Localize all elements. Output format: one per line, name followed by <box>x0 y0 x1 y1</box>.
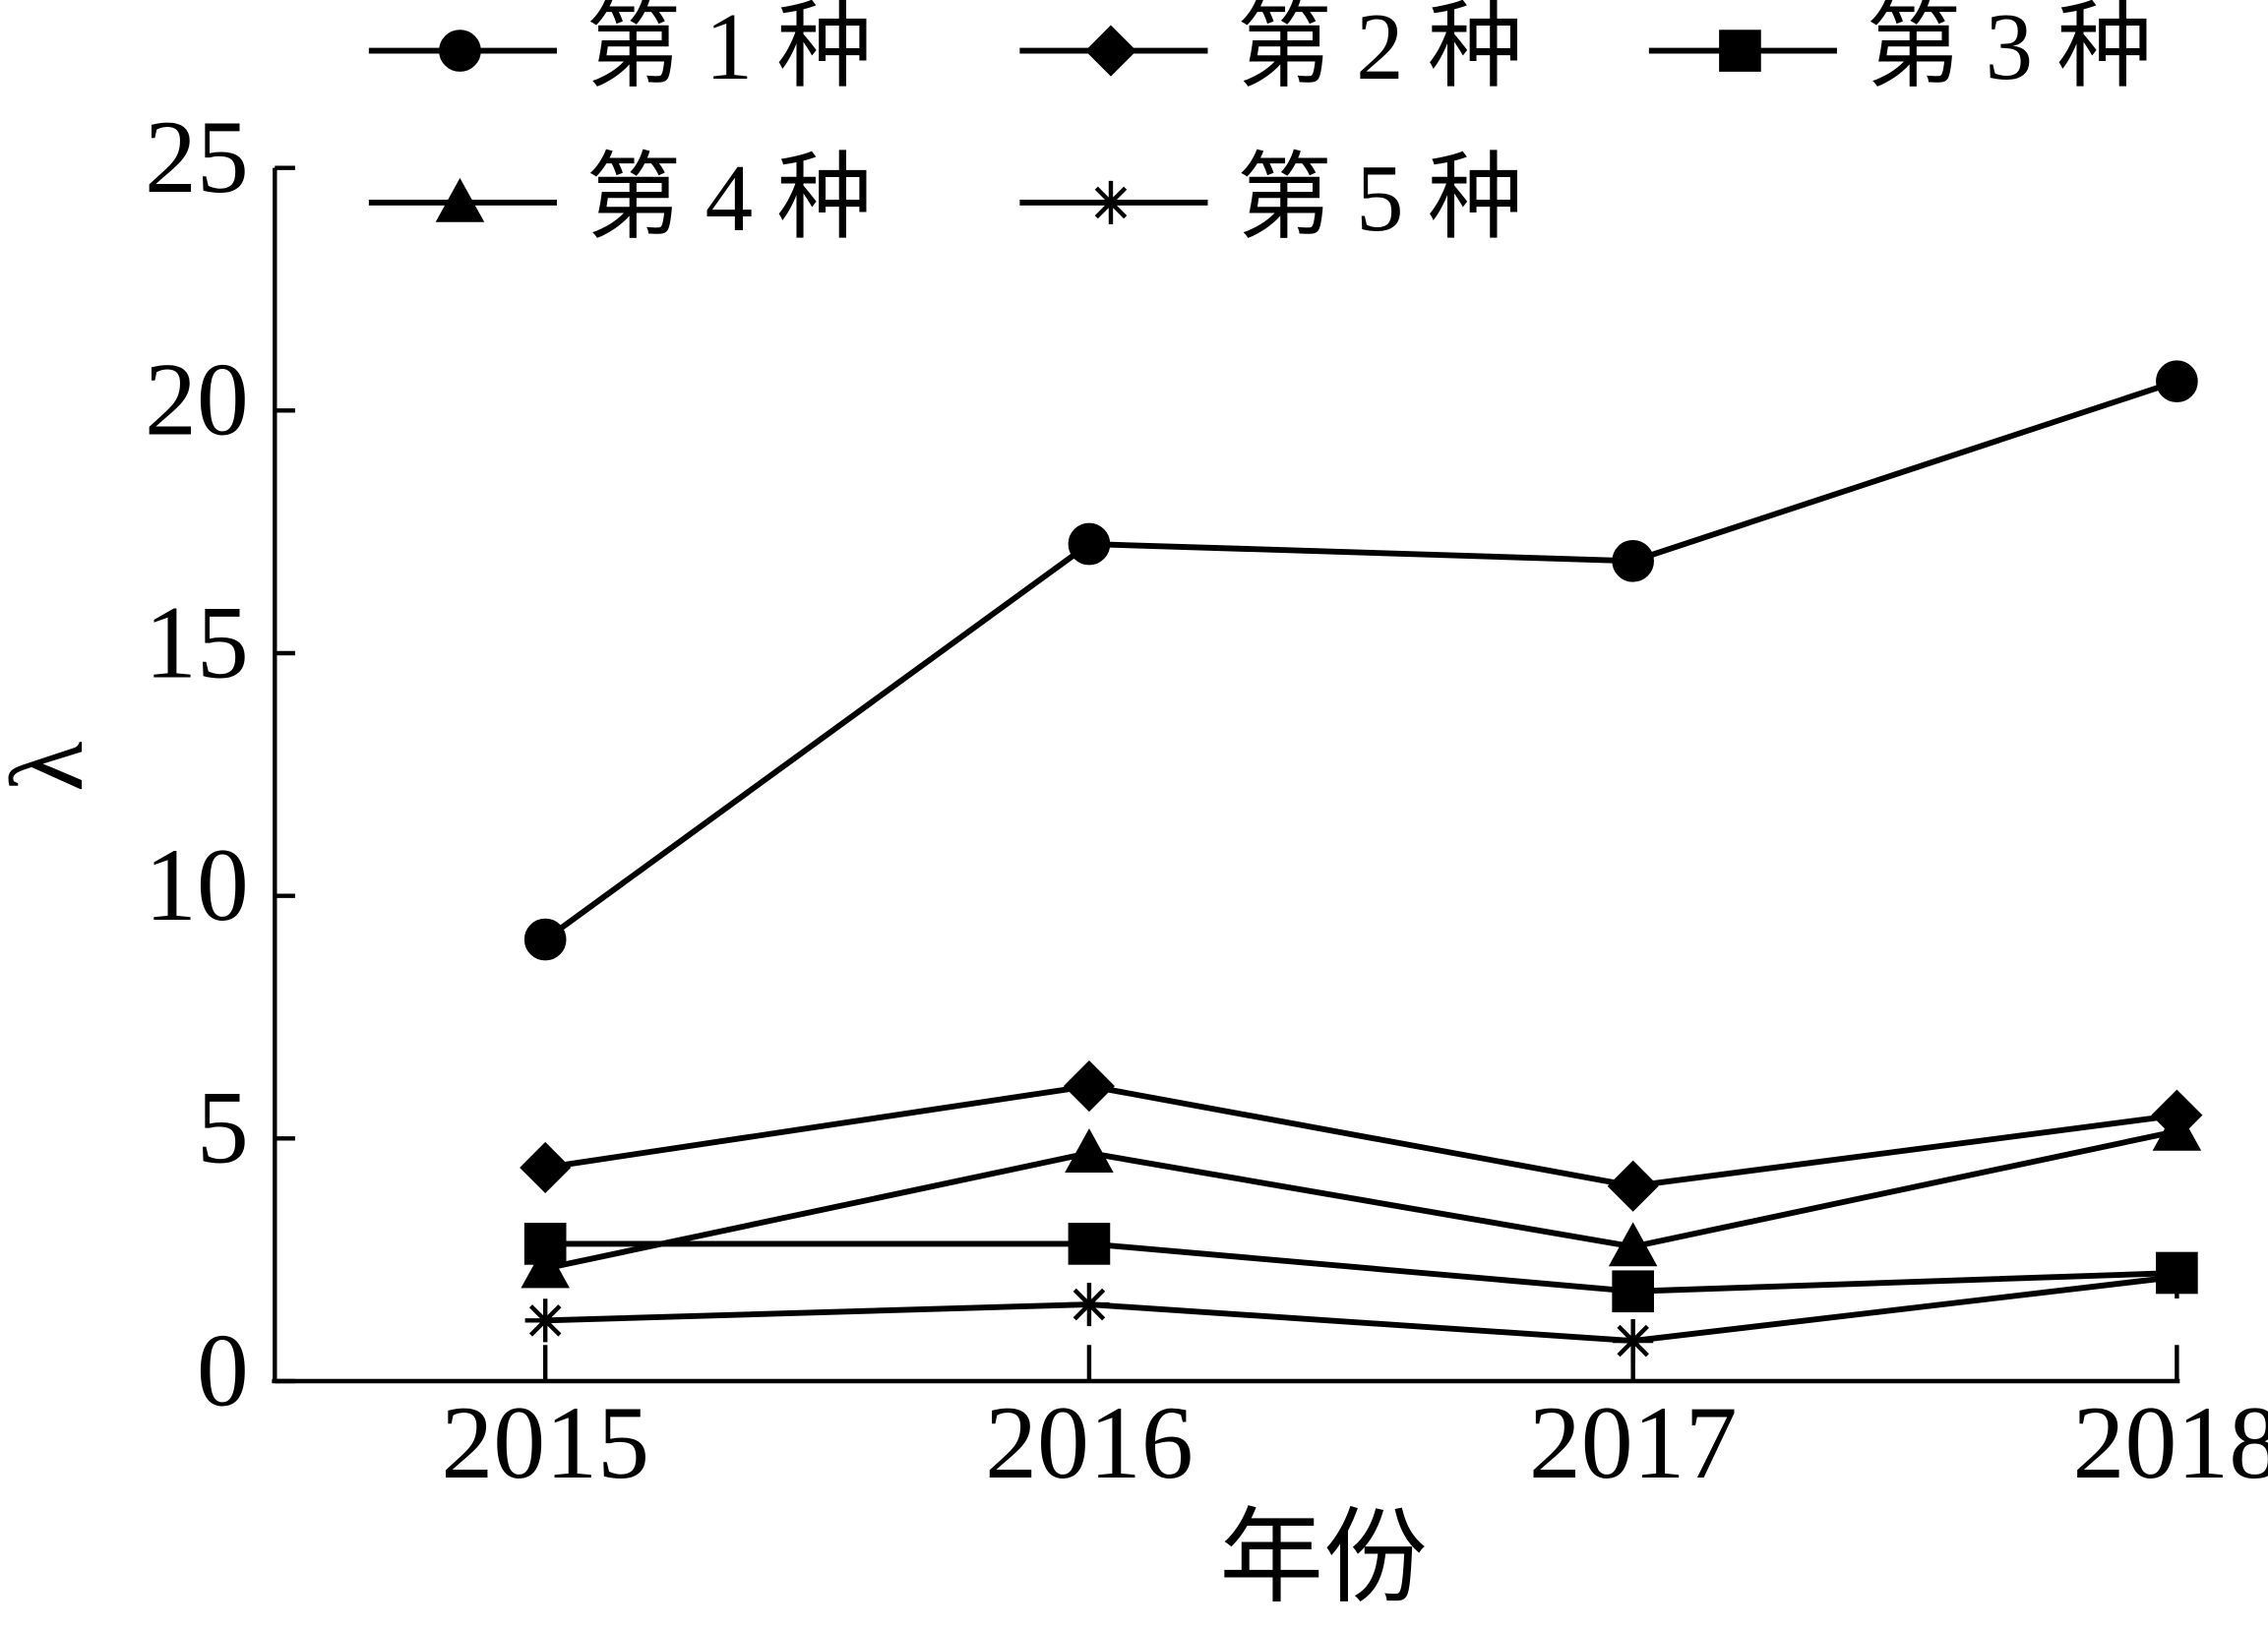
series-line <box>544 1128 2177 1272</box>
series-line <box>544 1083 2177 1189</box>
x-axis-label: 年份 <box>1219 1500 1428 1615</box>
y-tick-label: 15 <box>145 584 249 699</box>
data-point <box>1065 1128 1114 1173</box>
series-line <box>543 378 2178 942</box>
legend-marker <box>1090 180 1132 224</box>
data-point <box>1069 1283 1110 1327</box>
data-point <box>520 1141 572 1193</box>
x-tick-label: 2016 <box>985 1385 1194 1500</box>
legend-label: 第 5 种 <box>1237 146 1523 251</box>
data-point <box>524 1298 566 1343</box>
data-point <box>2156 360 2198 403</box>
legend-label: 第 3 种 <box>1866 0 2152 99</box>
x-tick-label: 2015 <box>441 1385 649 1500</box>
y-axis-label: λ <box>0 742 104 792</box>
legend-marker <box>1084 25 1137 77</box>
data-point <box>1068 1223 1111 1265</box>
y-tick-label: 10 <box>145 827 249 942</box>
legend-label: 第 1 种 <box>585 0 872 99</box>
y-tick-label: 20 <box>145 342 249 457</box>
data-point <box>1063 1060 1115 1113</box>
legend-marker <box>1719 30 1761 72</box>
series-line <box>545 1274 2177 1345</box>
legend-marker <box>435 177 485 222</box>
series-line <box>545 1240 2177 1295</box>
x-tick-label: 2017 <box>1529 1385 1738 1500</box>
data-point <box>1607 1160 1659 1212</box>
data-point <box>2156 1254 2197 1298</box>
data-point <box>523 918 567 961</box>
x-tick-label: 2018 <box>2073 1385 2268 1500</box>
legend-label: 第 4 种 <box>585 146 872 251</box>
data-point <box>1612 1270 1654 1313</box>
y-tick-label: 5 <box>197 1070 249 1185</box>
y-tick-label: 25 <box>145 99 249 214</box>
legend-label: 第 2 种 <box>1237 0 1523 99</box>
legend-marker <box>439 30 481 72</box>
data-point <box>1608 1222 1658 1267</box>
data-point <box>1068 522 1111 566</box>
y-tick-label: 0 <box>197 1312 249 1427</box>
data-point <box>521 1243 570 1289</box>
data-point <box>1612 539 1654 582</box>
data-point <box>1613 1319 1654 1363</box>
data-point <box>2152 1106 2202 1151</box>
